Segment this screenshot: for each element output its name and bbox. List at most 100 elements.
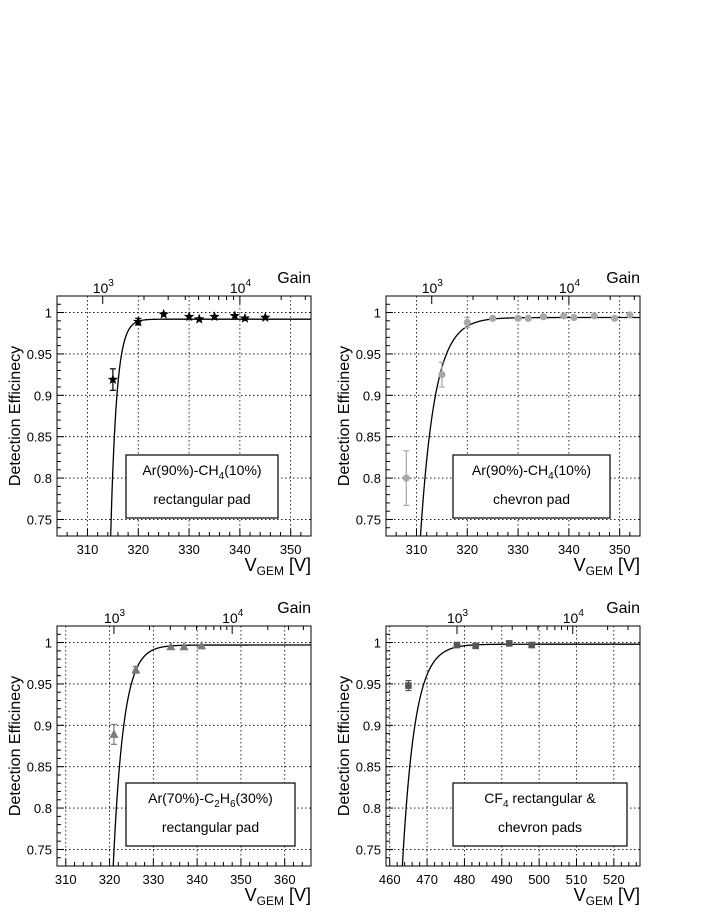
- data-point-star: [260, 312, 271, 322]
- fit-curve: [401, 643, 640, 866]
- text-span: GEM: [257, 894, 284, 908]
- x-tick-label: 340: [229, 542, 251, 557]
- text-span: 10: [222, 610, 238, 626]
- x-tick-label: 320: [456, 542, 478, 557]
- x-tick-label: 310: [77, 542, 99, 557]
- text-span: 3: [120, 608, 126, 619]
- text-span: 2: [214, 799, 220, 810]
- legend: Ar(90%)-CH4(10%) rectangular pad: [125, 454, 279, 519]
- x-axis-label: VGEM [V]: [245, 555, 311, 578]
- y-tick-label: 1: [374, 636, 381, 651]
- text-span: (10%): [224, 462, 261, 478]
- gain-tick-label: 103: [104, 608, 126, 626]
- y-tick-label: 0.8: [34, 471, 52, 486]
- x-tick-label: 310: [406, 542, 428, 557]
- legend-line-1: Ar(90%)-CH4(10%): [142, 462, 261, 482]
- y-tick-label: 0.85: [27, 430, 52, 445]
- legend-line-1: Ar(90%)-CH4(10%): [472, 462, 591, 482]
- legend-line-2: chevron pads: [498, 819, 582, 835]
- text-span: Ar(90%)-CH: [142, 462, 218, 478]
- text-span: V: [574, 885, 586, 905]
- x-tick-label: 360: [274, 872, 296, 887]
- y-tick-label: 0.95: [27, 677, 52, 692]
- y-tick-label: 0.75: [27, 842, 52, 857]
- legend-box: [452, 782, 628, 847]
- text-span: GEM: [257, 564, 284, 578]
- text-span: 3: [108, 278, 114, 289]
- data-point-star: [229, 310, 241, 321]
- text-span: 10: [93, 280, 109, 296]
- gain-tick-label: 104: [230, 278, 252, 296]
- text-span: V: [574, 555, 586, 575]
- data-point-circle: [402, 474, 410, 482]
- text-span: GEM: [586, 894, 613, 908]
- text-span: 4: [238, 608, 244, 619]
- data-point-star: [183, 311, 195, 322]
- plot-frame: [56, 295, 312, 537]
- text-span: H: [220, 790, 230, 806]
- text-span: 10: [230, 280, 246, 296]
- data-point-triangle: [109, 729, 119, 738]
- legend-box: [125, 782, 296, 847]
- x-tick-label: 470: [416, 872, 438, 887]
- gain-tick-label: 103: [422, 278, 444, 296]
- y-tick-label: 1: [45, 636, 52, 651]
- data-point-circle: [560, 312, 568, 320]
- y-tick-label: 0.85: [356, 760, 381, 775]
- y-tick-label: 1: [374, 306, 381, 321]
- x-tick-label: 330: [178, 542, 200, 557]
- x-tick-label: 310: [55, 872, 77, 887]
- text-span: 3: [437, 278, 443, 289]
- data-point-circle: [463, 318, 471, 327]
- data-point-star: [194, 313, 205, 324]
- data-point-square: [405, 682, 412, 689]
- y-tick-label: 0.9: [34, 388, 52, 403]
- data-point-triangle: [179, 641, 189, 651]
- gain-axis-label: Gain: [277, 270, 311, 287]
- y-axis-label: Detection Efficinecy: [336, 346, 353, 486]
- text-span: 10: [447, 610, 463, 626]
- x-tick-label: 520: [603, 872, 625, 887]
- text-span: GEM: [586, 564, 613, 578]
- text-span: 6: [230, 799, 236, 810]
- text-span: rectangular &: [509, 790, 597, 806]
- legend-line-2: rectangular pad: [162, 819, 259, 835]
- legend-line-1: Ar(70%)-C2H6(30%): [148, 790, 273, 810]
- gain-tick-label: 104: [559, 278, 581, 296]
- data-point-circle: [489, 314, 497, 322]
- legend-line-1: CF4 rectangular &: [484, 790, 596, 810]
- x-tick-label: 330: [507, 542, 529, 557]
- gain-tick-label: 103: [93, 278, 115, 296]
- text-span: Ar(90%)-CH: [472, 462, 548, 478]
- text-span: 10: [559, 280, 575, 296]
- text-span: 4: [578, 608, 584, 619]
- x-tick-label: 320: [99, 872, 121, 887]
- x-tick-label: 510: [566, 872, 588, 887]
- text-span: CF: [484, 790, 503, 806]
- x-axis-label: VGEM [V]: [245, 885, 311, 908]
- data-point-star: [107, 374, 119, 385]
- panel-bottom-right: 460 470 480 490 500 510 520 0.75 0.8 0.85 0.9 0.95 1…: [336, 600, 641, 908]
- data-point-circle: [570, 313, 578, 322]
- gain-axis-label: Gain: [606, 600, 640, 617]
- x-tick-label: 350: [280, 542, 302, 557]
- x-tick-label: 350: [609, 542, 631, 557]
- text-span: V: [245, 885, 257, 905]
- gain-tick-label: 104: [222, 608, 244, 626]
- text-span: [V]: [284, 885, 311, 905]
- x-tick-label: 500: [528, 872, 550, 887]
- text-span: V: [245, 555, 257, 575]
- text-span: (10%): [554, 462, 591, 478]
- legend-line-2: rectangular pad: [153, 491, 250, 507]
- x-tick-label: 340: [558, 542, 580, 557]
- data-point-triangle: [131, 664, 141, 674]
- y-tick-label: 0.95: [356, 677, 381, 692]
- data-point-square: [472, 642, 479, 650]
- gain-axis-label: Gain: [606, 270, 640, 287]
- data-point-star: [158, 308, 169, 319]
- x-tick-label: 320: [127, 542, 149, 557]
- text-span: [V]: [284, 555, 311, 575]
- legend: Ar(90%)-CH4(10%) chevron pad: [452, 454, 611, 519]
- text-span: 4: [503, 799, 509, 810]
